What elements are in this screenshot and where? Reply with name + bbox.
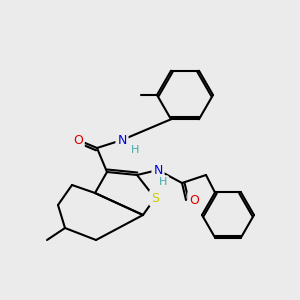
Text: N: N xyxy=(153,164,163,176)
Text: N: N xyxy=(117,134,127,146)
Text: O: O xyxy=(189,194,199,206)
Text: O: O xyxy=(73,134,83,146)
Text: H: H xyxy=(131,145,139,155)
Text: H: H xyxy=(159,177,167,187)
Text: S: S xyxy=(151,191,159,205)
